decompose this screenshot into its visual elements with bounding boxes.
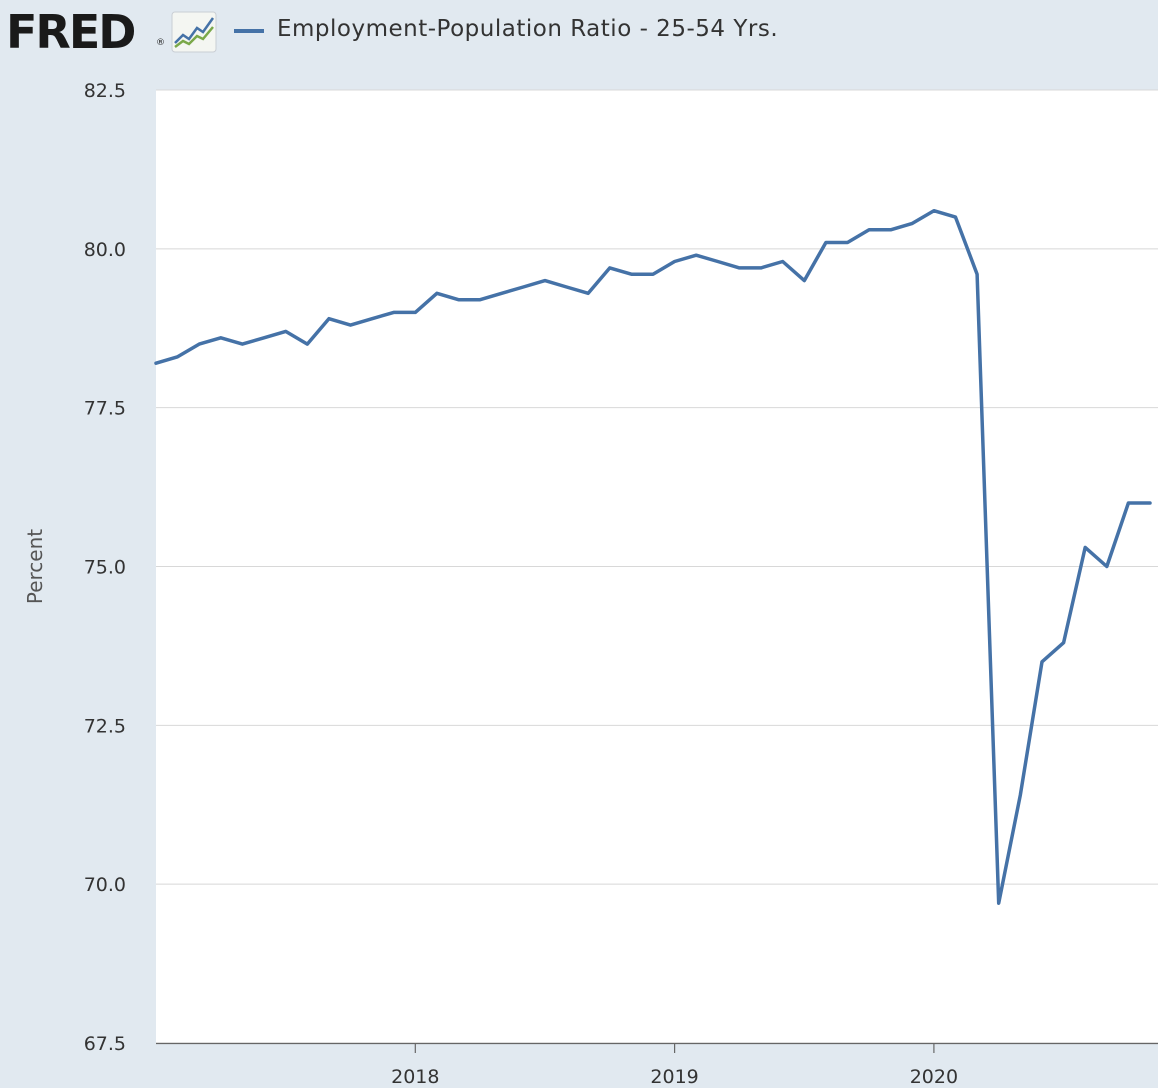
fred-chart-icon xyxy=(171,11,217,53)
fred-logo[interactable]: FRED xyxy=(6,5,136,59)
y-tick-label: 82.5 xyxy=(84,80,126,102)
y-tick-label: 70.0 xyxy=(84,874,126,896)
y-tick-label: 77.5 xyxy=(84,398,126,420)
x-tick-label: 2019 xyxy=(650,1066,698,1088)
y-tick-label: 72.5 xyxy=(84,715,126,737)
series-line xyxy=(154,208,1152,905)
y-tick-label: 80.0 xyxy=(84,239,126,261)
y-axis-title: Percent xyxy=(23,529,47,604)
y-tick-label: 67.5 xyxy=(84,1033,126,1055)
registered-mark: ® xyxy=(156,38,165,48)
legend-swatch xyxy=(234,29,264,33)
chart-header: FRED ® Employment-Population Ratio - 25-… xyxy=(0,0,1158,64)
x-tick-label: 2020 xyxy=(910,1066,958,1088)
y-tick-label: 75.0 xyxy=(84,557,126,579)
legend-label: Employment-Population Ratio - 25-54 Yrs. xyxy=(277,16,779,42)
x-tick-label: 2018 xyxy=(391,1066,439,1088)
